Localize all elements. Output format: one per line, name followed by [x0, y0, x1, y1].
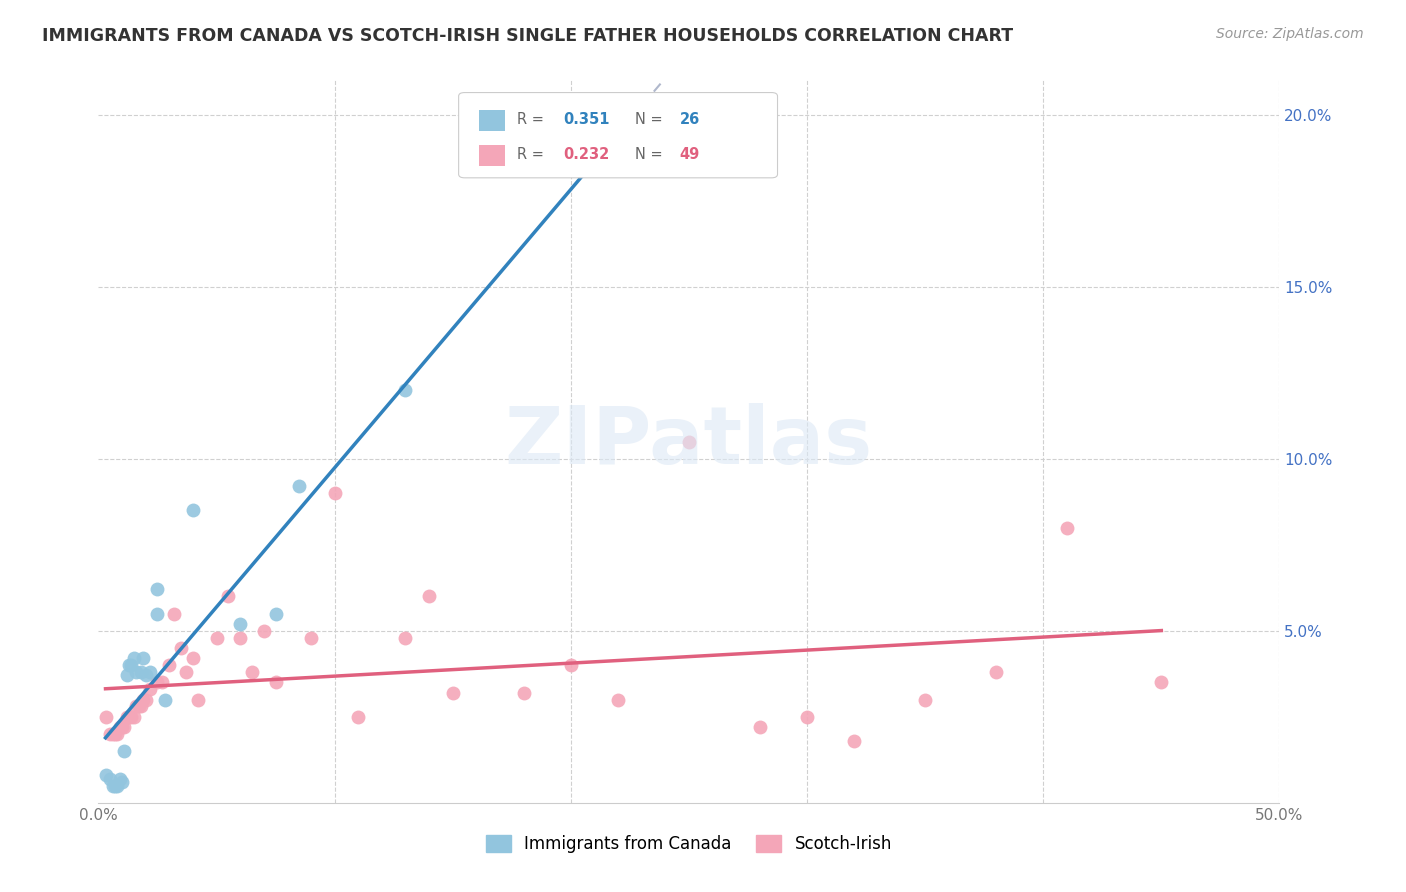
Point	[240, 665, 263, 679]
Bar	[478, 110, 505, 131]
Point	[115, 668, 138, 682]
Point	[607, 692, 630, 706]
Point	[253, 624, 276, 638]
Bar	[478, 145, 505, 167]
Point	[98, 727, 121, 741]
Point	[112, 720, 135, 734]
Point	[101, 727, 124, 741]
Point	[441, 686, 464, 700]
Point	[121, 710, 143, 724]
Point	[125, 699, 148, 714]
Point	[135, 668, 157, 682]
Point	[108, 772, 131, 786]
Point	[347, 710, 370, 724]
Point	[146, 582, 169, 597]
Point	[512, 686, 534, 700]
Point	[94, 768, 117, 782]
Point	[128, 699, 150, 714]
Point	[229, 631, 252, 645]
Point	[264, 607, 287, 621]
Point	[630, 108, 652, 122]
Point	[394, 383, 416, 397]
Point	[105, 779, 128, 793]
Point	[299, 631, 322, 645]
Point	[121, 658, 143, 673]
Point	[174, 665, 197, 679]
Point	[118, 710, 141, 724]
Text: ZIPatlas: ZIPatlas	[505, 402, 873, 481]
Point	[122, 710, 145, 724]
Text: R =: R =	[516, 147, 548, 162]
Point	[139, 682, 162, 697]
Point	[111, 720, 134, 734]
Point	[748, 720, 770, 734]
Point	[132, 692, 155, 706]
Point	[205, 631, 228, 645]
Point	[125, 665, 148, 679]
Point	[129, 699, 152, 714]
Point	[118, 658, 141, 673]
Point	[163, 607, 186, 621]
Point	[94, 710, 117, 724]
Point	[1150, 675, 1173, 690]
Point	[323, 486, 346, 500]
Point	[914, 692, 936, 706]
Text: R =: R =	[516, 112, 548, 127]
Point	[139, 665, 162, 679]
Point	[984, 665, 1007, 679]
Point	[181, 651, 204, 665]
Text: IMMIGRANTS FROM CANADA VS SCOTCH-IRISH SINGLE FATHER HOUSEHOLDS CORRELATION CHAR: IMMIGRANTS FROM CANADA VS SCOTCH-IRISH S…	[42, 27, 1014, 45]
Point	[104, 779, 127, 793]
Point	[844, 734, 866, 748]
Point	[146, 675, 169, 690]
Legend: Immigrants from Canada, Scotch-Irish: Immigrants from Canada, Scotch-Irish	[479, 828, 898, 860]
Text: Source: ZipAtlas.com: Source: ZipAtlas.com	[1216, 27, 1364, 41]
Point	[108, 720, 131, 734]
Point	[104, 727, 127, 741]
Text: N =: N =	[634, 112, 666, 127]
Point	[229, 616, 252, 631]
Point	[560, 658, 582, 673]
FancyBboxPatch shape	[458, 93, 778, 178]
Text: N =: N =	[634, 147, 666, 162]
Text: 0.351: 0.351	[564, 112, 610, 127]
Text: 49: 49	[679, 147, 700, 162]
Point	[105, 727, 128, 741]
Point	[418, 590, 440, 604]
Point	[678, 434, 700, 449]
Point	[115, 710, 138, 724]
Point	[217, 590, 239, 604]
Point	[1056, 520, 1078, 534]
Point	[153, 692, 176, 706]
Point	[101, 779, 124, 793]
Point	[135, 692, 157, 706]
Point	[288, 479, 311, 493]
Point	[796, 710, 818, 724]
Text: 26: 26	[679, 112, 700, 127]
Point	[112, 744, 135, 758]
Point	[150, 675, 173, 690]
Point	[132, 651, 155, 665]
Point	[122, 651, 145, 665]
Point	[146, 607, 169, 621]
Point	[111, 775, 134, 789]
Point	[181, 503, 204, 517]
Point	[98, 772, 121, 786]
Point	[129, 665, 152, 679]
Point	[170, 640, 193, 655]
Point	[157, 658, 180, 673]
Point	[187, 692, 209, 706]
Point	[264, 675, 287, 690]
Point	[394, 631, 416, 645]
Text: 0.232: 0.232	[564, 147, 610, 162]
